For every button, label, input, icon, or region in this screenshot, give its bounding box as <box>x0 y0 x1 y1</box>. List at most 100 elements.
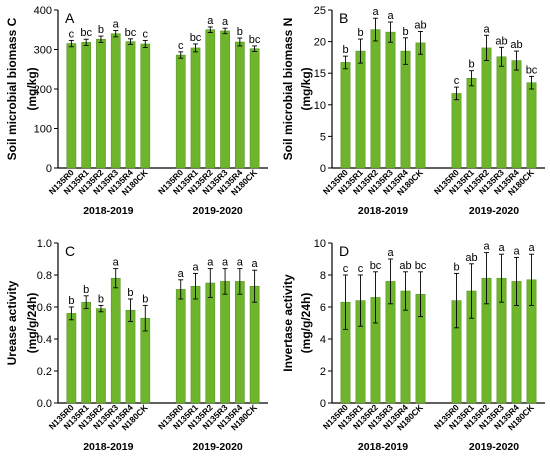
panel-b-ytick-label: 20 <box>314 37 326 49</box>
panel-c-bar <box>66 313 77 404</box>
panel-a-yunit: (mg/kg) <box>25 67 39 110</box>
panel-d-significance-letter: a <box>513 245 520 257</box>
panel-c-significance-letter: a <box>222 257 229 269</box>
panel-d-significance-letter: a <box>528 242 535 254</box>
panel-d-significance-letter: c <box>358 263 364 275</box>
panel-a-significance-letter: b <box>237 26 243 38</box>
panel-a-bar <box>140 43 151 169</box>
panel-b-ytick-label: 5 <box>320 131 326 143</box>
panel-b-bar <box>400 50 411 169</box>
panel-b-group-label: 2019-2020 <box>469 205 519 217</box>
panel-c-significance-letter: a <box>237 257 244 269</box>
panel-d-significance-letter: a <box>498 242 505 254</box>
panel-b-label: B <box>339 10 348 26</box>
panel-a-significance-letter: c <box>143 28 149 40</box>
panel-c-bar <box>125 309 136 404</box>
panel-c-significance-letter: b <box>83 284 89 296</box>
panel-a-significance-letter: c <box>178 40 184 52</box>
panel-b-yunit: (mg/kg) <box>299 67 313 110</box>
panel-b-significance-letter: c <box>454 75 460 87</box>
panel-c-ylabel: Urease activity <box>5 280 19 365</box>
panel-a-significance-letter: bc <box>190 32 202 44</box>
panel-d-ytick-label: 8 <box>320 270 326 282</box>
panel-c-ytick-label: 0.0 <box>37 398 52 410</box>
panel-a-significance-letter: a <box>207 15 214 27</box>
panel-a-significance-letter: a <box>113 19 120 31</box>
panel-b-ytick-label: 25 <box>314 5 326 17</box>
panel-d-significance-letter: a <box>483 241 490 253</box>
panel-a-ytick-label: 200 <box>34 84 52 96</box>
panel-c-bar <box>96 308 106 404</box>
panel-b-bar <box>415 42 426 169</box>
panel-d-label: D <box>339 243 349 259</box>
panel-a-group-label: 2018-2019 <box>83 205 133 217</box>
panel-c-significance-letter: a <box>207 257 214 269</box>
panel-b-ytick-label: 0 <box>320 163 326 175</box>
panel-a-significance-letter: bc <box>80 27 92 39</box>
panel-a-significance-letter: b <box>98 24 104 36</box>
panel-b-significance-letter: bc <box>526 64 538 76</box>
panel-a-bar <box>190 47 201 169</box>
panel-b-bar <box>385 31 396 169</box>
panel-b-bar <box>511 60 522 169</box>
panel-b-bar <box>451 93 462 169</box>
panel-a-ytick-label: 100 <box>34 124 52 136</box>
panel-b-significance-letter: b <box>402 26 408 38</box>
panel-b-bar <box>466 78 477 169</box>
panel-a-bar <box>125 41 136 169</box>
panel-c-bar <box>190 285 201 404</box>
panel-c-bar <box>175 289 186 404</box>
panel-b-bar <box>526 82 537 169</box>
panel-a-group-label: 2019-2020 <box>193 205 243 217</box>
panel-d-significance-letter: bc <box>370 260 382 272</box>
panel-d-significance-letter: a <box>387 247 394 259</box>
panel-a-bar <box>175 54 186 169</box>
panel-b-bar <box>370 29 381 169</box>
panel-a-significance-letter: bc <box>125 27 137 39</box>
panel-a-bar <box>235 41 245 169</box>
panel-d-group-label: 2018-2019 <box>358 441 408 453</box>
panel-a-bar <box>220 30 230 169</box>
panel-b-significance-letter: b <box>342 44 348 56</box>
panel-b-significance-letter: ab <box>414 19 426 31</box>
panel-b-significance-letter: b <box>468 59 474 71</box>
panel-c-ytick-label: 1.0 <box>37 238 52 250</box>
panel-a-significance-letter: a <box>222 16 229 28</box>
panel-b-significance-letter: a <box>483 23 490 35</box>
panel-c-significance-letter: b <box>68 295 74 307</box>
panel-c-ytick-label: 0.2 <box>37 366 52 378</box>
panel-c-significance-letter: a <box>192 261 199 273</box>
panel-a-ytick-label: 0 <box>46 163 52 175</box>
panel-d-ytick-label: 10 <box>314 238 326 250</box>
panel-c-bar <box>81 301 91 404</box>
panel-b-ylabel: Soil microbial biomass N <box>281 18 295 161</box>
panel-c-significance-letter: b <box>142 293 148 305</box>
panel-b-bar <box>355 50 366 169</box>
panel-d-group-label: 2019-2020 <box>469 441 519 453</box>
panel-c-ytick-label: 0.8 <box>37 270 52 282</box>
panel-c-bar <box>110 277 121 404</box>
panel-b-bar <box>340 62 351 169</box>
panel-d-yunit: (mg/g/24h) <box>299 293 313 354</box>
panel-d-ytick-label: 6 <box>320 302 326 314</box>
panel-c-group-label: 2018-2019 <box>83 441 133 453</box>
panel-c-significance-letter: a <box>178 268 185 280</box>
panel-a-ytick-label: 400 <box>34 5 52 17</box>
panel-b-significance-letter: ab <box>495 35 507 47</box>
panel-a-significance-letter: bc <box>249 34 261 46</box>
panel-c-significance-letter: b <box>127 287 133 299</box>
panel-a-bar <box>96 38 106 169</box>
panel-c-group-label: 2019-2020 <box>193 441 243 453</box>
panel-c-significance-letter: a <box>252 258 259 270</box>
panel-b-significance-letter: a <box>387 10 394 22</box>
panel-a-bar <box>66 43 77 169</box>
panel-b-ytick-label: 15 <box>314 68 326 80</box>
panel-d-ylabel: Invertase activity <box>281 274 295 372</box>
panel-c-label: C <box>65 243 75 259</box>
panel-d-ytick-label: 0 <box>320 398 326 410</box>
panel-c-bar <box>205 282 216 404</box>
panel-c-bar <box>235 281 245 404</box>
panel-c-bar <box>249 285 260 404</box>
panel-d-significance-letter: ab <box>399 260 411 272</box>
